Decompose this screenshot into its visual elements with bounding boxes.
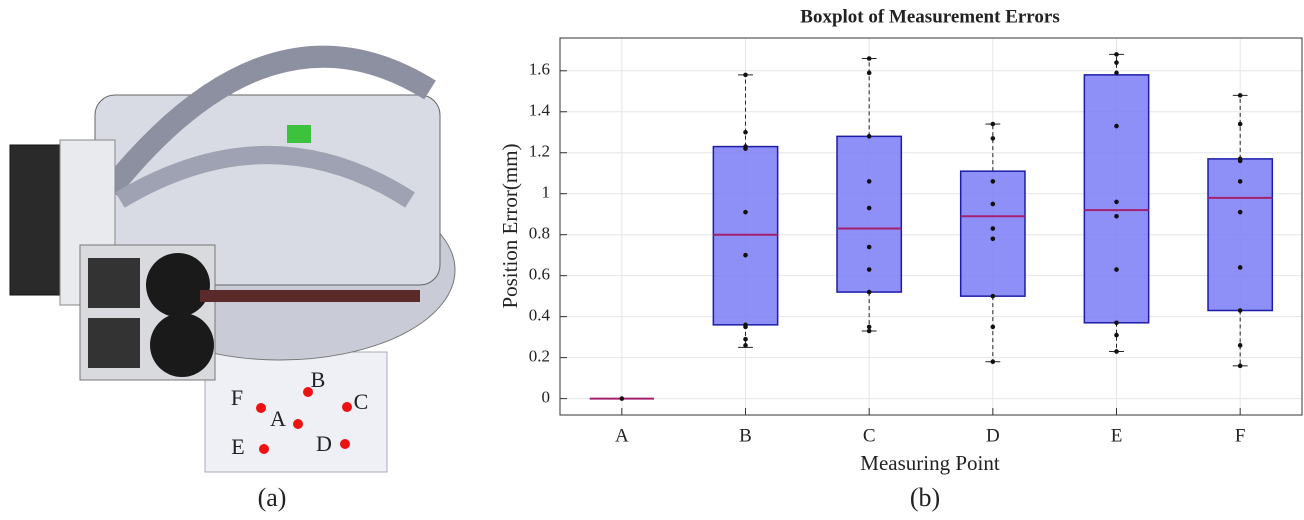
data-point <box>1237 209 1243 215</box>
data-point <box>743 336 748 342</box>
data-point <box>866 328 872 334</box>
point-label: D <box>316 431 332 456</box>
data-point <box>990 121 996 127</box>
panel-label: (b) <box>910 483 940 512</box>
data-point <box>1114 199 1119 205</box>
data-point <box>990 293 996 299</box>
arc-lower <box>115 146 415 208</box>
point-marker <box>340 439 350 449</box>
panel-label: (a) <box>258 483 287 512</box>
data-point <box>743 343 748 348</box>
box <box>1083 74 1150 324</box>
data-point <box>1114 60 1119 65</box>
data-point <box>1237 363 1243 369</box>
data-point <box>619 396 625 401</box>
x-tick-label: C <box>863 425 876 446</box>
point-marker <box>342 402 352 412</box>
point-marker <box>259 444 269 454</box>
box <box>1207 158 1274 312</box>
data-point <box>1114 52 1119 57</box>
x-tick-label: D <box>986 425 1000 446</box>
data-point <box>1114 332 1119 338</box>
data-point <box>990 179 996 184</box>
x-tick-label: B <box>739 425 752 446</box>
y-tick-label: 1 <box>542 183 551 202</box>
point-label: B <box>311 367 326 392</box>
base-block <box>204 351 388 473</box>
data-point <box>1237 308 1243 313</box>
data-point <box>1114 213 1119 219</box>
data-point <box>990 226 996 231</box>
data-point <box>990 201 996 207</box>
data-point <box>866 56 872 61</box>
data-point <box>866 70 872 76</box>
data-point <box>1114 349 1119 354</box>
data-point <box>1237 158 1243 164</box>
point-marker <box>303 387 313 397</box>
x-tick-label: E <box>1111 425 1123 446</box>
data-point <box>1114 123 1119 129</box>
point-marker <box>256 403 266 413</box>
data-point <box>1237 343 1243 348</box>
data-point <box>1237 265 1243 270</box>
y-tick-label: 1.4 <box>529 101 551 120</box>
encoder <box>88 258 140 308</box>
y-axis-label: Position Error(mm) <box>498 143 522 308</box>
point-label: F <box>231 385 243 410</box>
point-label: C <box>354 389 369 414</box>
data-point <box>1114 267 1119 272</box>
data-point <box>743 252 748 258</box>
data-point <box>866 324 872 330</box>
sensor <box>287 125 311 143</box>
data-point <box>1114 70 1119 76</box>
device-illustration: B F C A E D <box>9 45 456 473</box>
y-tick-label: 0.4 <box>529 306 551 325</box>
chart-title: Boxplot of Measurement Errors <box>800 6 1059 27</box>
data-point <box>1237 121 1243 127</box>
box <box>836 135 903 293</box>
y-tick-label: 1.6 <box>529 60 550 79</box>
data-point <box>866 289 872 295</box>
data-point <box>866 134 872 139</box>
rail <box>200 290 420 302</box>
data-point <box>990 359 996 365</box>
data-point <box>743 209 748 215</box>
y-tick-label: 1.2 <box>529 142 550 161</box>
motor <box>150 313 214 377</box>
data-point <box>1114 320 1119 326</box>
data-point <box>866 267 872 272</box>
point-label: A <box>270 406 286 431</box>
y-tick-label: 0.2 <box>529 347 550 366</box>
arc-upper <box>101 45 436 197</box>
data-point <box>990 236 996 242</box>
motor <box>146 253 210 317</box>
y-tick-label: 0.8 <box>529 224 550 243</box>
data-point <box>866 244 872 250</box>
data-point <box>990 136 996 141</box>
data-point <box>866 205 872 211</box>
plot-frame <box>559 37 1303 416</box>
data-point <box>990 324 996 330</box>
x-tick-label: A <box>615 425 629 446</box>
data-point <box>743 129 748 135</box>
data-point <box>1237 93 1243 98</box>
point-label: E <box>231 434 244 459</box>
y-tick-label: 0 <box>542 388 551 407</box>
y-tick-label: 0.6 <box>529 265 550 284</box>
data-point <box>1237 179 1243 184</box>
box <box>959 170 1026 297</box>
x-tick-label: F <box>1235 425 1246 446</box>
data-point <box>743 72 748 78</box>
box <box>712 145 779 326</box>
x-axis-label: Measuring Point <box>860 451 1000 475</box>
data-point <box>743 146 748 151</box>
plot-area <box>560 38 1302 415</box>
point-marker <box>293 419 303 429</box>
data-point <box>743 324 748 330</box>
encoder <box>88 318 140 368</box>
data-point <box>866 179 872 184</box>
